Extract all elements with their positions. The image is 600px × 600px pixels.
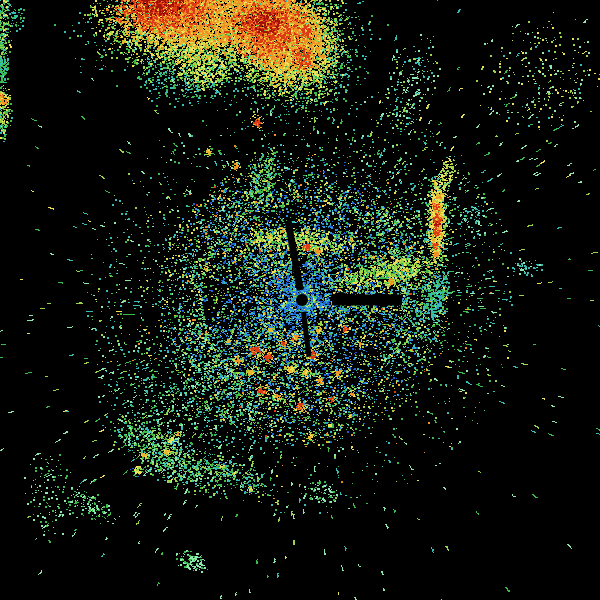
radar-reflectivity-image: [0, 0, 600, 600]
radar-display: [0, 0, 600, 600]
